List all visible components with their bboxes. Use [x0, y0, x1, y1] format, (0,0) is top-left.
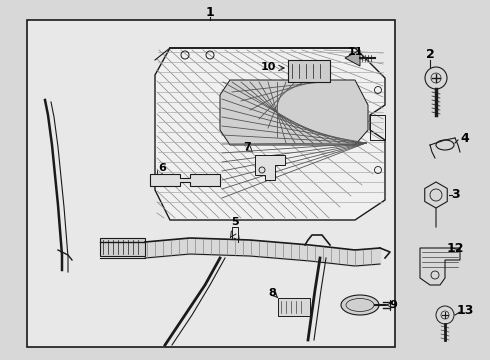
Text: 1: 1	[206, 5, 215, 18]
Ellipse shape	[341, 295, 379, 315]
Text: 2: 2	[426, 49, 434, 62]
Polygon shape	[155, 48, 385, 220]
Bar	[288, 60, 330, 82]
Circle shape	[436, 306, 454, 324]
Text: 13: 13	[456, 303, 474, 316]
Bar	[27, 20, 395, 347]
Text: 6: 6	[158, 163, 166, 173]
Polygon shape	[150, 174, 220, 186]
Text: 12: 12	[446, 242, 464, 255]
Polygon shape	[255, 155, 285, 180]
Text: 7: 7	[243, 142, 251, 152]
Bar	[100, 238, 145, 256]
Bar	[278, 298, 310, 316]
Text: 5: 5	[231, 217, 239, 227]
Text: 11: 11	[347, 47, 363, 57]
Text: 8: 8	[268, 288, 276, 298]
Text: 9: 9	[389, 300, 397, 310]
Text: 4: 4	[461, 131, 469, 144]
Polygon shape	[220, 80, 368, 145]
Circle shape	[425, 67, 447, 89]
Text: 10: 10	[260, 62, 276, 72]
Text: 3: 3	[451, 189, 459, 202]
Polygon shape	[420, 248, 460, 285]
Polygon shape	[345, 50, 360, 66]
